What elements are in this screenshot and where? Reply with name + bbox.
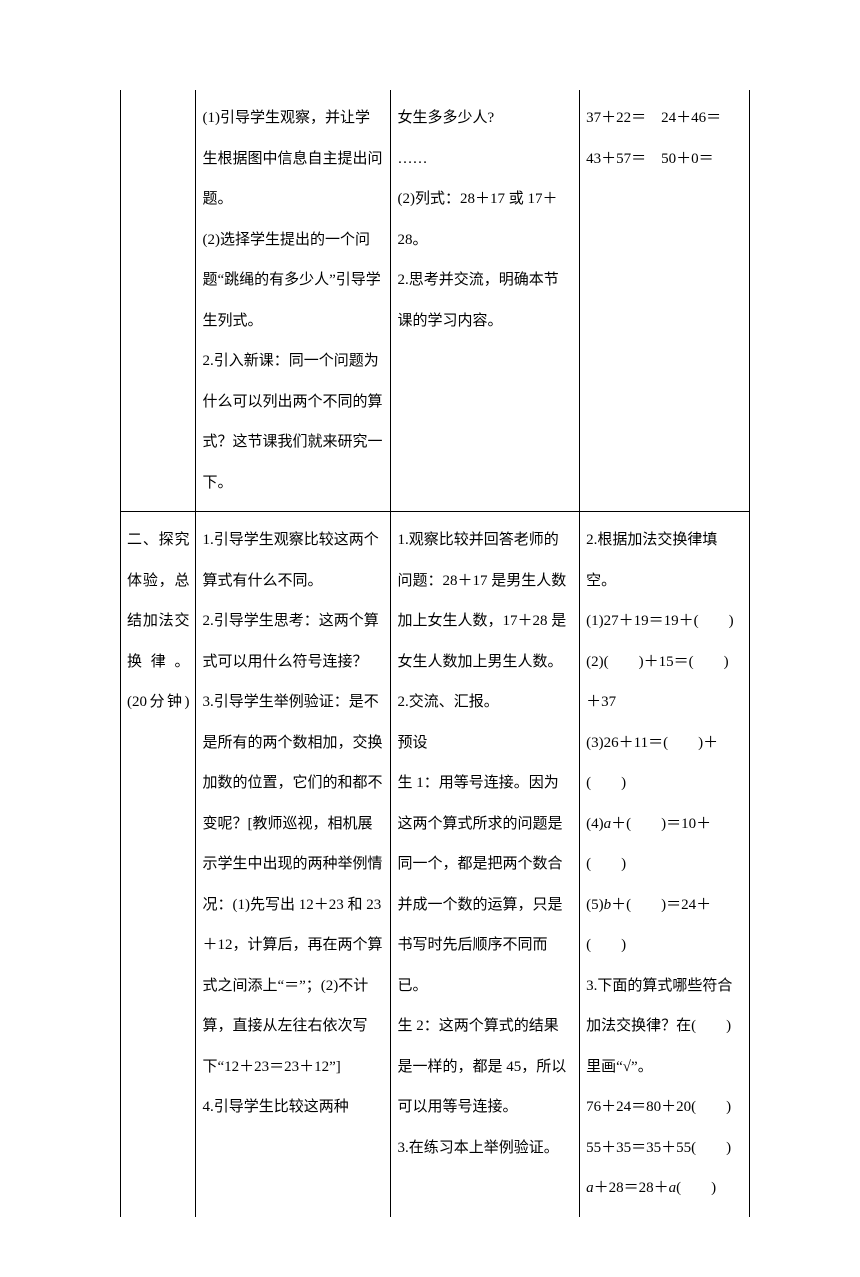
cell-r2c2: 1.引导学生观察比较这两个算式有什么不同。2.引导学生思考：这两个算式可以用什么… <box>196 512 391 1217</box>
cell-r1c3: 女生多多少人?……(2)列式：28＋17 或 17＋28。2.思考并交流，明确本… <box>391 90 580 512</box>
lesson-plan-table: (1)引导学生观察，并让学生根据图中信息自主提出问题。(2)选择学生提出的一个问… <box>120 90 750 1217</box>
cell-r2c1: 二、探究体验，总结加法交换律。(20分钟) <box>121 512 196 1217</box>
cell-r1c2: (1)引导学生观察，并让学生根据图中信息自主提出问题。(2)选择学生提出的一个问… <box>196 90 391 512</box>
table-row-2: 二、探究体验，总结加法交换律。(20分钟) 1.引导学生观察比较这两个算式有什么… <box>121 512 750 1217</box>
cell-r1c1 <box>121 90 196 512</box>
table-row-1: (1)引导学生观察，并让学生根据图中信息自主提出问题。(2)选择学生提出的一个问… <box>121 90 750 512</box>
cell-r2c3: 1.观察比较并回答老师的问题：28＋17 是男生人数加上女生人数，17＋28 是… <box>391 512 580 1217</box>
cell-r1c4: 37＋22＝ 24＋46＝43＋57＝ 50＋0＝ <box>580 90 750 512</box>
cell-r2c4: 2.根据加法交换律填空。(1)27＋19＝19＋( )(2)( )＋15＝( )… <box>580 512 750 1217</box>
